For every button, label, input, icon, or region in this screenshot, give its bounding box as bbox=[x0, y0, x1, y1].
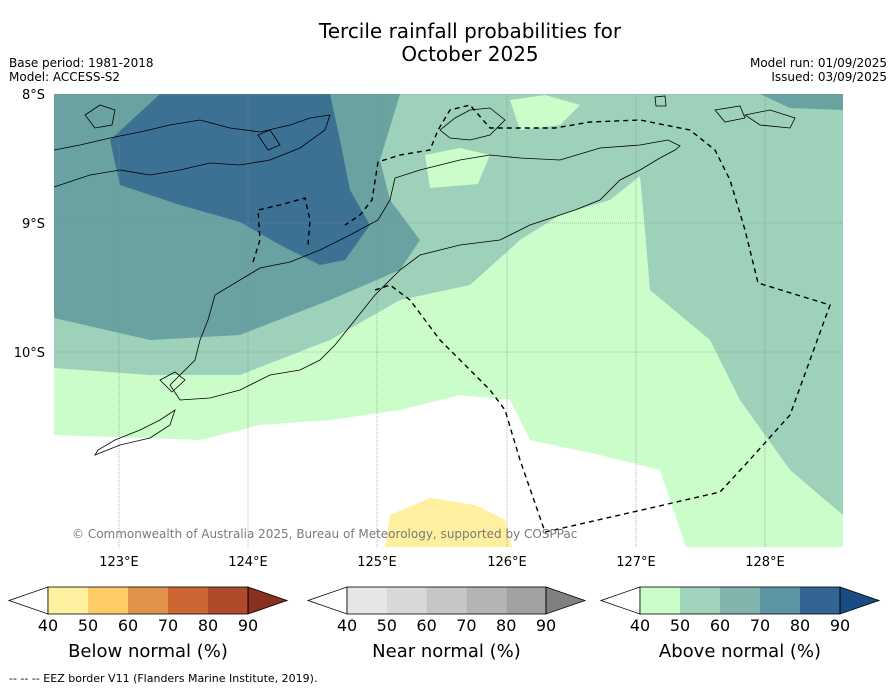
islet-1 bbox=[743, 109, 796, 129]
colorbar-frame bbox=[346, 586, 547, 615]
colorbar-segment bbox=[48, 587, 88, 614]
lon-label-127e: 127°E bbox=[616, 555, 656, 570]
colorbar-tick-label: 70 bbox=[158, 616, 178, 635]
colorbar-tick-label: 50 bbox=[670, 616, 690, 635]
wetar-coast bbox=[439, 107, 506, 141]
colorbar-tick-label: 80 bbox=[198, 616, 218, 635]
colorbar-extend-low bbox=[599, 586, 641, 615]
colorbar-tick-label: 60 bbox=[416, 616, 436, 635]
islet-2 bbox=[654, 95, 667, 107]
colorbar-label: Below normal (%) bbox=[68, 641, 228, 662]
colorbar-extend-low bbox=[306, 586, 348, 615]
colorbar-tick-label: 40 bbox=[38, 616, 58, 635]
colorbar-tick-label: 90 bbox=[238, 616, 258, 635]
meta-right: Model run: 01/09/2025 Issued: 03/09/2025 bbox=[750, 56, 887, 84]
map-title: Tercile rainfall probabilities for Octob… bbox=[0, 20, 896, 66]
above-40-50-patch-1 bbox=[510, 95, 580, 130]
alor-coast bbox=[84, 104, 116, 129]
above-70-80-region bbox=[110, 94, 370, 265]
meta-left: Base period: 1981-2018 Model: ACCESS-S2 bbox=[9, 56, 154, 84]
lat-label-10s: 10°S bbox=[14, 346, 45, 361]
colorbar-segment bbox=[128, 587, 168, 614]
colorbar-segment bbox=[88, 587, 128, 614]
colorbar-segment bbox=[347, 587, 387, 614]
colorbar-extend-high bbox=[545, 586, 587, 615]
colorbar-tick-label: 90 bbox=[536, 616, 556, 635]
colorbar-segment bbox=[426, 587, 467, 614]
colorbar-2: 40 50 60 70 80 90 Near normal (%) bbox=[306, 586, 587, 662]
rote-coast bbox=[94, 409, 176, 456]
model-name: Model: ACCESS-S2 bbox=[9, 70, 121, 84]
islet-4 bbox=[257, 129, 281, 151]
title-line-1: Tercile rainfall probabilities for bbox=[318, 19, 622, 43]
colorbar-tick-label: 80 bbox=[496, 616, 516, 635]
islet-3 bbox=[714, 105, 746, 123]
colorbar-tick-label: 40 bbox=[630, 616, 650, 635]
lat-label-9s: 9°S bbox=[22, 217, 45, 232]
lon-label-126e: 126°E bbox=[487, 555, 527, 570]
colorbar-segment bbox=[640, 587, 680, 614]
colorbar-extend-high bbox=[247, 586, 289, 615]
lon-label-125e: 125°E bbox=[357, 555, 397, 570]
copyright-text: © Commonwealth of Australia 2025, Bureau… bbox=[72, 527, 577, 541]
colorbar-extend-high bbox=[839, 586, 881, 615]
colorbar-segment bbox=[386, 587, 427, 614]
issued-date: Issued: 03/09/2025 bbox=[771, 70, 887, 84]
colorbar-tick-label: 60 bbox=[710, 616, 730, 635]
colorbar-segment bbox=[680, 587, 720, 614]
colorbar-tick-label: 40 bbox=[337, 616, 357, 635]
eez-border bbox=[252, 104, 831, 533]
grid-lines bbox=[54, 94, 843, 547]
lon-label-124e: 124°E bbox=[228, 555, 268, 570]
above-60-70-region-east bbox=[760, 94, 843, 110]
model-run: Model run: 01/09/2025 bbox=[749, 56, 887, 70]
sumba-islet bbox=[159, 371, 186, 393]
map-panel: © Commonwealth of Australia 2025, Bureau… bbox=[54, 94, 843, 547]
lat-label-8s: 8°S bbox=[22, 88, 45, 103]
colorbar-1: 40 50 60 70 80 90 Below normal (%) bbox=[7, 586, 289, 662]
colorbar-frame bbox=[47, 586, 249, 615]
colorbar-segment bbox=[208, 587, 248, 614]
colorbars: 40 50 60 70 80 90 Below normal (%) 40 50 60 70 80 90… bbox=[7, 586, 881, 662]
colorbar-segment bbox=[800, 587, 840, 614]
below-40-50-patch bbox=[385, 498, 512, 547]
colorbar-segment bbox=[720, 587, 760, 614]
colorbar-segment bbox=[168, 587, 208, 614]
colorbar-3: 40 50 60 70 80 90 Above normal (%) bbox=[599, 586, 881, 662]
colorbar-tick-label: 60 bbox=[118, 616, 138, 635]
colorbar-segment bbox=[466, 587, 507, 614]
colorbar-tick-label: 70 bbox=[750, 616, 770, 635]
lon-label-128e: 128°E bbox=[745, 555, 785, 570]
timor-coast bbox=[169, 139, 681, 401]
colorbar-tick-label: 80 bbox=[790, 616, 810, 635]
colorbar-segment bbox=[760, 587, 800, 614]
colorbar-segment bbox=[506, 587, 546, 614]
colorbar-tick-label: 70 bbox=[456, 616, 476, 635]
colorbar-tick-label: 90 bbox=[830, 616, 850, 635]
colorbar-tick-label: 50 bbox=[78, 616, 98, 635]
coastlines bbox=[54, 95, 796, 456]
base-period: Base period: 1981-2018 bbox=[9, 56, 154, 70]
eez-legend-footer: -- -- -- EEZ border V11 (Flanders Marine… bbox=[9, 672, 318, 685]
colorbar-extend-low bbox=[7, 586, 49, 615]
colorbar-frame bbox=[639, 586, 841, 615]
title-line-2: October 2025 bbox=[401, 42, 539, 66]
colorbar-tick-label: 50 bbox=[377, 616, 397, 635]
colorbar-label: Above normal (%) bbox=[659, 641, 821, 662]
lon-label-123e: 123°E bbox=[99, 555, 139, 570]
flores-coast-1 bbox=[54, 114, 331, 188]
colorbar-label: Near normal (%) bbox=[372, 641, 521, 662]
